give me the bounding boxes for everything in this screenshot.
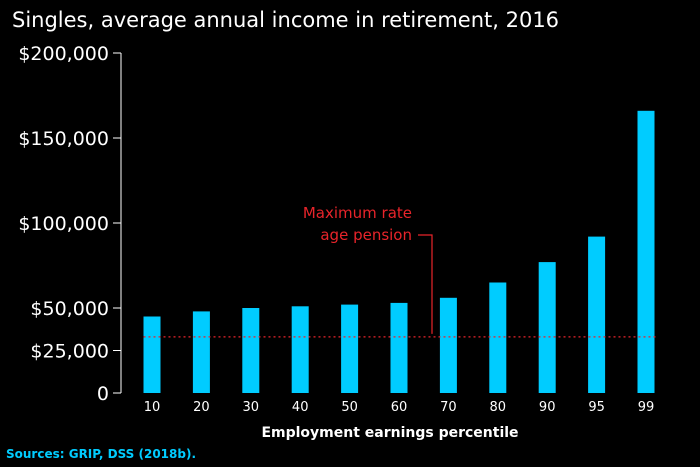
bar: [390, 302, 408, 393]
x-tick-label: 90: [539, 400, 556, 415]
bar: [143, 316, 161, 393]
x-tick-label: 80: [490, 400, 507, 415]
x-tick-label: 70: [440, 400, 457, 415]
x-tick-label: 10: [144, 400, 161, 415]
bar: [538, 262, 556, 393]
reference-label-line-2: age pension: [320, 226, 412, 244]
y-tick-label: 0: [97, 383, 109, 405]
x-tick-label: 95: [588, 400, 605, 415]
bar: [439, 297, 457, 393]
reference-leader-line: [418, 234, 433, 334]
y-tick-label: $100,000: [18, 213, 109, 235]
bar: [192, 311, 210, 393]
reference-group: Maximum rate age pension: [143, 204, 659, 338]
x-axis-label: Employment earnings percentile: [261, 425, 518, 441]
bar: [637, 110, 655, 394]
bar: [588, 236, 606, 393]
bar-series: [143, 110, 655, 394]
y-tick-label: $50,000: [30, 298, 109, 320]
x-tick-label: 20: [193, 400, 210, 415]
bar: [489, 282, 507, 393]
bar: [291, 306, 309, 393]
y-tick-label: $200,000: [18, 43, 109, 65]
x-tick-label: 40: [292, 400, 309, 415]
x-axis-ticks: 10 20 30 40 50 60 70 80 90 95 99: [144, 400, 655, 415]
bar: [242, 308, 260, 393]
reference-label-line-1: Maximum rate: [303, 204, 412, 222]
x-tick-label: 50: [341, 400, 358, 415]
bar: [341, 304, 359, 393]
y-tick-label: $25,000: [30, 341, 109, 363]
y-axis-ticks: 0 $25,000 $50,000 $100,000 $150,000 $200,000: [18, 43, 121, 405]
x-tick-label: 99: [638, 400, 655, 415]
chart-title: Singles, average annual income in retire…: [12, 8, 559, 32]
x-tick-label: 30: [243, 400, 260, 415]
x-tick-label: 60: [391, 400, 408, 415]
source-note: Sources: GRIP, DSS (2018b).: [6, 447, 196, 461]
y-tick-label: $150,000: [18, 128, 109, 150]
